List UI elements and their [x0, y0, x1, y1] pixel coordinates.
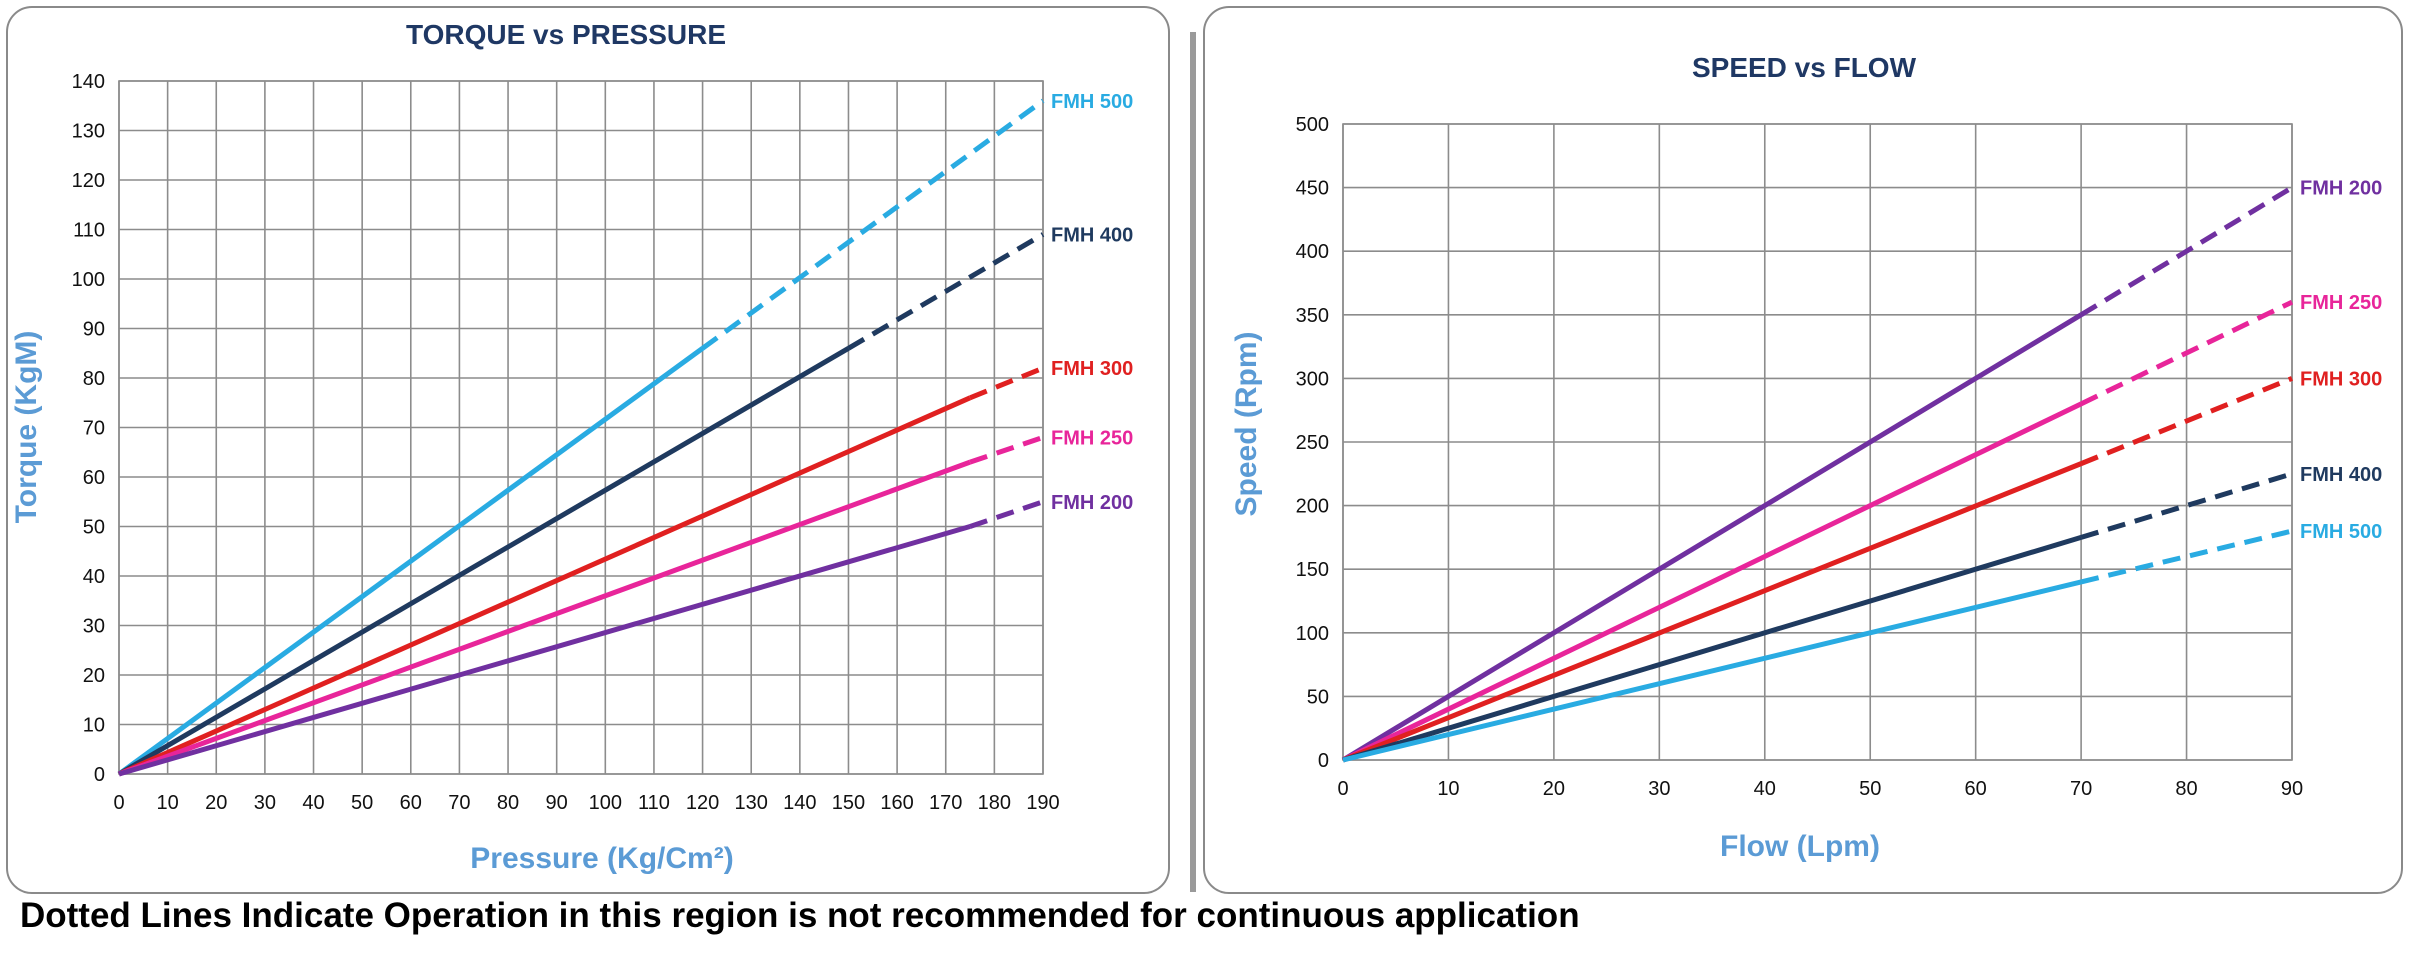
series-line-fmh-300-dashed	[2080, 376, 2293, 466]
series-line-fmh-250-solid	[118, 459, 971, 777]
x-tick-label: 170	[929, 792, 962, 814]
series-label-fmh-200: FMH 200	[1051, 492, 1133, 514]
x-tick-label: 130	[735, 792, 768, 814]
y-tick-label: 110	[73, 220, 105, 242]
series-label-fmh-400: FMH 400	[1051, 224, 1133, 246]
y-tick-label: 450	[1296, 178, 1329, 200]
series-label-fmh-300: FMH 300	[1051, 358, 1133, 380]
series-line-fmh-500-solid	[117, 346, 705, 777]
y-tick-label: 300	[1296, 368, 1329, 390]
x-tick-label: 80	[2175, 778, 2197, 800]
x-tick-label: 150	[832, 792, 865, 814]
chart-title: SPEED vs FLOW	[1692, 52, 1917, 83]
series-label-fmh-250: FMH 250	[1051, 427, 1133, 449]
x-tick-label: 30	[254, 792, 276, 814]
panel-divider	[1190, 32, 1196, 892]
series-label-fmh-500: FMH 500	[2300, 521, 2382, 543]
y-tick-label: 120	[72, 170, 105, 192]
series-line-fmh-500-solid	[1342, 579, 2082, 763]
series-line-fmh-300-dashed	[969, 365, 1044, 401]
y-tick-label: 100	[72, 269, 105, 291]
series-line-fmh-200-dashed	[969, 499, 1044, 529]
y-tick-label: 0	[94, 764, 105, 786]
y-tick-label: 500	[1296, 114, 1329, 136]
series-line-fmh-250-solid	[1341, 401, 2083, 763]
series-label-fmh-500: FMH 500	[1051, 91, 1133, 113]
series-label-fmh-300: FMH 300	[2300, 368, 2382, 390]
x-tick-label: 70	[2070, 778, 2092, 800]
x-tick-label: 160	[880, 792, 913, 814]
x-axis-label: Pressure (Kg/Cm²)	[470, 842, 733, 875]
y-tick-label: 70	[83, 418, 105, 440]
y-tick-label: 60	[83, 467, 105, 489]
series-line-fmh-400-dashed	[847, 232, 1045, 351]
x-tick-label: 20	[205, 792, 227, 814]
y-tick-label: 400	[1296, 241, 1329, 263]
speed-vs-flow-chart: SPEED vs FLOW050100150200250300350400450…	[1230, 52, 2382, 863]
x-tick-label: 40	[302, 792, 324, 814]
x-tick-label: 60	[400, 792, 422, 814]
series-line-fmh-400-dashed	[2080, 471, 2293, 540]
x-tick-label: 70	[448, 792, 470, 814]
x-tick-label: 40	[1754, 778, 1776, 800]
x-axis-label: Flow (Lpm)	[1720, 830, 1880, 863]
footnote-text: Dotted Lines Indicate Operation in this …	[20, 896, 1580, 935]
y-tick-label: 20	[83, 665, 105, 687]
y-tick-label: 200	[1296, 496, 1329, 518]
series-line-fmh-400-solid	[1342, 535, 2082, 763]
x-tick-label: 180	[978, 792, 1011, 814]
y-tick-label: 90	[83, 319, 105, 341]
x-tick-label: 100	[589, 792, 622, 814]
x-tick-label: 30	[1648, 778, 1670, 800]
y-tick-label: 10	[83, 715, 105, 737]
x-tick-label: 120	[686, 792, 719, 814]
series-line-fmh-400-solid	[117, 346, 850, 777]
y-tick-label: 40	[83, 566, 105, 588]
y-tick-label: 130	[72, 121, 105, 143]
x-tick-label: 80	[497, 792, 519, 814]
series-label-fmh-250: FMH 250	[2300, 292, 2382, 314]
y-tick-label: 100	[1296, 623, 1329, 645]
series-line-fmh-500-dashed	[701, 98, 1045, 351]
torque-vs-pressure-chart: TORQUE vs PRESSURE0102030405060708090100…	[10, 19, 1133, 875]
x-tick-label: 20	[1543, 778, 1565, 800]
y-axis-label: Speed (Rpm)	[1230, 331, 1263, 516]
chart-title: TORQUE vs PRESSURE	[406, 19, 726, 50]
y-tick-label: 350	[1296, 305, 1329, 327]
series-label-fmh-400: FMH 400	[2300, 464, 2382, 486]
x-tick-label: 60	[1965, 778, 1987, 800]
y-tick-label: 30	[83, 616, 105, 638]
x-tick-label: 110	[638, 792, 670, 814]
series-line-fmh-200-solid	[1341, 312, 2083, 763]
plot-area-border	[118, 80, 1044, 775]
y-tick-label: 80	[83, 368, 105, 390]
series-line-fmh-200-solid	[118, 524, 971, 777]
series-line-fmh-250-dashed	[969, 435, 1044, 465]
y-tick-label: 250	[1296, 432, 1329, 454]
x-tick-label: 90	[546, 792, 568, 814]
series-line-fmh-200-dashed	[2079, 185, 2294, 317]
x-tick-label: 0	[1337, 778, 1348, 800]
series-line-fmh-300-solid	[1342, 461, 2083, 763]
plot-area-border	[1342, 123, 2293, 761]
x-tick-label: 140	[783, 792, 816, 814]
x-tick-label: 50	[351, 792, 373, 814]
x-tick-label: 50	[1859, 778, 1881, 800]
y-tick-label: 150	[1296, 559, 1329, 581]
x-tick-label: 10	[157, 792, 179, 814]
x-tick-label: 90	[2281, 778, 2303, 800]
y-tick-label: 0	[1318, 750, 1329, 772]
series-line-fmh-250-dashed	[2080, 299, 2294, 407]
x-tick-label: 0	[113, 792, 124, 814]
series-line-fmh-500-dashed	[2080, 528, 2293, 585]
y-tick-label: 50	[1307, 686, 1329, 708]
x-tick-label: 10	[1437, 778, 1459, 800]
series-line-fmh-300-solid	[117, 395, 972, 777]
y-tick-label: 140	[72, 71, 105, 93]
series-label-fmh-200: FMH 200	[2300, 178, 2382, 200]
y-axis-label: Torque (KgM)	[10, 331, 43, 524]
x-tick-label: 190	[1026, 792, 1059, 814]
y-tick-label: 50	[83, 517, 105, 539]
